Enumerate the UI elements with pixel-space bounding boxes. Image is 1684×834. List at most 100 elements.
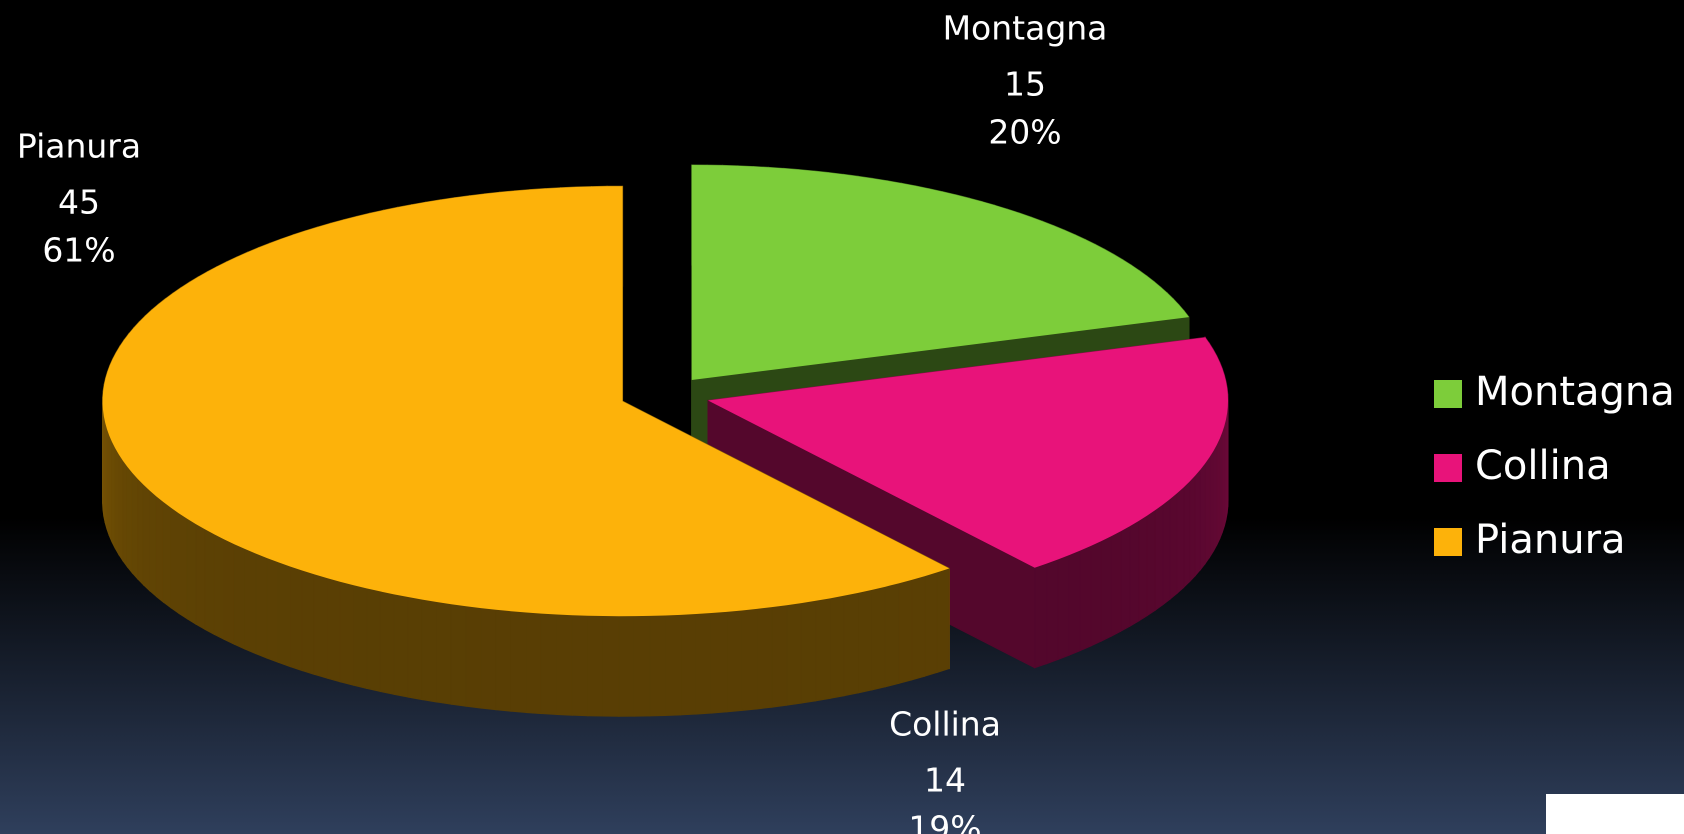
- logo: [1546, 794, 1684, 834]
- slice-side: [510, 610, 527, 714]
- slice-side: [178, 512, 188, 620]
- slice-side: [815, 597, 831, 702]
- legend-label: Montagna: [1475, 369, 1675, 415]
- slice-side: [633, 615, 651, 717]
- slice-side: [1162, 497, 1171, 606]
- slice-label-percent: 19%: [908, 809, 981, 834]
- slice-side: [1204, 455, 1211, 565]
- slice-side: [571, 614, 589, 717]
- slice-side: [436, 601, 452, 705]
- slice-side: [871, 586, 886, 691]
- slice-label-percent: 61%: [42, 231, 115, 270]
- legend-swatch: [1434, 380, 1462, 408]
- slice: [102, 186, 950, 617]
- slice-label-name: Pianura: [17, 127, 141, 166]
- slice-side: [480, 607, 497, 711]
- slice-side: [407, 596, 423, 701]
- legend-label: Pianura: [1475, 517, 1626, 563]
- slice-side: [710, 611, 728, 714]
- slice-side: [379, 590, 395, 695]
- slice-side: [540, 613, 558, 716]
- slice-side: [1199, 461, 1206, 571]
- slice-side: [1046, 558, 1059, 665]
- slice-side: [695, 612, 712, 715]
- slice-side: [122, 459, 128, 569]
- slice-side: [884, 582, 900, 688]
- legend-label: Collina: [1475, 443, 1611, 489]
- slice-side: [289, 565, 303, 672]
- slice-side: [525, 611, 542, 715]
- slice-side: [924, 571, 938, 677]
- slice-side: [339, 581, 354, 686]
- slice-side: [602, 615, 620, 717]
- slice-side: [898, 579, 913, 685]
- slice-side: [393, 593, 409, 698]
- slice-label-value: 15: [1004, 65, 1046, 104]
- slice-side: [1100, 535, 1112, 642]
- slice-side: [126, 465, 133, 575]
- slice-side: [326, 577, 341, 683]
- slice-side: [313, 573, 328, 679]
- slice-side: [155, 495, 164, 604]
- slice-side: [465, 605, 482, 709]
- slice: [691, 165, 1189, 381]
- slice-side: [649, 614, 666, 717]
- pie: [102, 164, 1229, 717]
- slice-side: [421, 599, 438, 703]
- slice-side: [170, 506, 180, 615]
- slice-side: [114, 446, 120, 557]
- slice-side: [131, 471, 139, 581]
- slice-label-name: Collina: [889, 705, 1001, 744]
- slice-side: [1057, 554, 1070, 661]
- slice: [708, 337, 1229, 568]
- slice-side: [118, 452, 124, 563]
- slice-side: [244, 548, 257, 655]
- slice-side: [1110, 530, 1122, 638]
- slice-side: [1079, 545, 1092, 652]
- slice-side: [618, 615, 635, 717]
- slice-side: [800, 600, 817, 704]
- slice-side: [726, 609, 743, 713]
- slice-side: [204, 528, 215, 636]
- slice-side: [843, 592, 859, 697]
- slice-label-value: 14: [924, 761, 966, 800]
- slice-side: [1129, 519, 1140, 627]
- slice-label-value: 45: [58, 183, 100, 222]
- slice-side: [756, 606, 773, 710]
- slice-side: [556, 613, 573, 716]
- slice-side: [1189, 474, 1196, 583]
- slice-side: [936, 567, 950, 674]
- slice-side: [680, 613, 697, 716]
- slice-side: [352, 584, 368, 689]
- slice-side: [1194, 468, 1201, 577]
- slice-side: [266, 557, 279, 664]
- slice-side: [829, 595, 845, 699]
- slice-side: [213, 533, 225, 641]
- slice-side: [786, 602, 802, 706]
- slice-side: [1034, 562, 1048, 669]
- slice-side: [664, 614, 682, 716]
- slice-side: [301, 569, 315, 676]
- slice-side: [223, 538, 235, 645]
- slice-side: [495, 609, 512, 712]
- slice-side: [162, 501, 172, 609]
- slice-side: [137, 477, 144, 587]
- slice-side: [142, 483, 151, 592]
- slice-side: [1176, 486, 1185, 595]
- slice-side: [366, 587, 381, 693]
- slice-side: [277, 561, 291, 668]
- slice-label-name: Montagna: [943, 9, 1108, 48]
- slice-side: [1212, 444, 1218, 552]
- slice-side: [255, 552, 268, 659]
- slice-side: [1209, 449, 1214, 560]
- slice-side: [771, 604, 788, 708]
- slice-side: [1183, 480, 1191, 589]
- legend-swatch: [1434, 528, 1462, 556]
- slice-side: [741, 608, 758, 712]
- legend-swatch: [1434, 454, 1462, 482]
- slice-side: [1120, 525, 1131, 633]
- slice-side: [1146, 509, 1156, 617]
- slice-side: [911, 575, 926, 681]
